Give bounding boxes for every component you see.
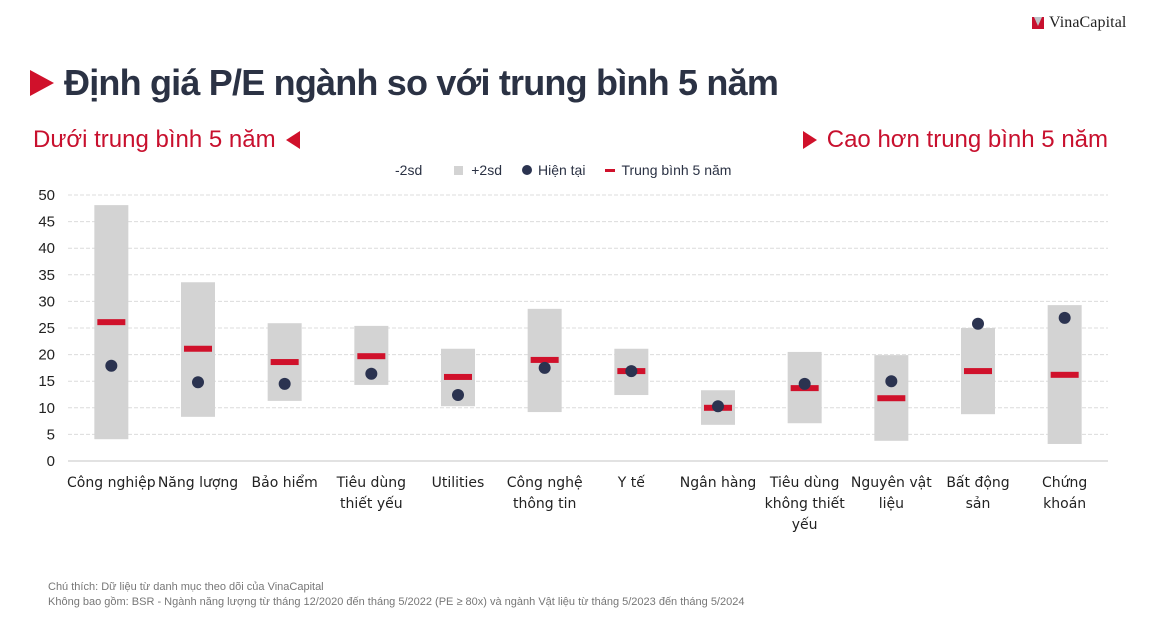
y-tick-label: 50 [38, 187, 55, 204]
x-category-label: khoán [1043, 496, 1086, 512]
y-tick-label: 5 [47, 426, 55, 443]
x-category-label: thiết yếu [340, 495, 403, 512]
triangle-right-icon [802, 131, 817, 149]
y-tick-label: 15 [38, 373, 55, 390]
legend-item-current: Hiện tại [521, 162, 586, 178]
average-marker [964, 368, 992, 375]
current-dot [972, 317, 984, 330]
x-category-label: Công nghiệp [67, 475, 156, 491]
current-dot [712, 400, 724, 413]
current-dot [365, 367, 378, 380]
x-category-label: Tiêu dùng [769, 475, 839, 491]
footnote-exclusions: Không bao gồm: BSR - Ngành năng lượng từ… [48, 596, 745, 608]
x-category-label: sản [966, 496, 991, 512]
current-dot [885, 375, 898, 388]
legend-label: -2sd [395, 162, 423, 178]
current-dot [538, 361, 551, 374]
pe-range-chart: 0 5 10 15 20 25 30 35 40 45 50 Công nghiệp Năng lượn… [38, 187, 1108, 533]
average-marker [357, 353, 386, 360]
legend-label: +2sd [471, 162, 502, 178]
x-category-label: không thiết [765, 495, 846, 512]
above-average-label-group: Cao hơn trung bình 5 năm [802, 126, 1108, 154]
dot-swatch-icon [521, 165, 532, 175]
page-title: Định giá P/E ngành so với trung bình 5 n… [64, 62, 779, 103]
y-tick-label: 20 [38, 347, 55, 364]
legend-item-minus-2sd: -2sd [395, 162, 422, 178]
legend-item-plus-2sd: +2sd [454, 162, 502, 178]
y-tick-label: 0 [47, 453, 55, 470]
below-average-label: Dưới trung bình 5 năm [33, 126, 276, 153]
x-category-label: liệu [879, 496, 904, 512]
chart-legend: -2sd +2sd Hiện tại Trung bình 5 năm [395, 162, 751, 178]
x-category-label: Utilities [432, 475, 485, 491]
current-dot [452, 389, 464, 402]
footnote-source: Chú thích: Dữ liệu từ danh mục theo dõi … [48, 581, 324, 593]
x-category-label: Năng lượng [158, 475, 238, 491]
average-marker [444, 373, 472, 380]
y-tick-label: 25 [38, 320, 55, 337]
triangle-right-icon [30, 70, 54, 96]
x-category-label: Chứng [1042, 475, 1087, 491]
y-tick-label: 40 [38, 240, 55, 257]
x-category-label: Ngân hàng [680, 475, 756, 491]
red-line-swatch-icon [605, 168, 616, 172]
current-dot [105, 359, 118, 372]
y-tick-label: 35 [38, 267, 55, 284]
x-category-label: Nguyên vật [851, 475, 932, 491]
y-tick-label: 30 [38, 293, 55, 310]
legend-item-5y-average: Trung bình 5 năm [605, 162, 731, 178]
above-average-label: Cao hơn trung bình 5 năm [826, 126, 1108, 153]
legend-label: Trung bình 5 năm [621, 162, 732, 178]
average-marker [270, 359, 299, 366]
current-dot [625, 365, 638, 378]
gray-box-swatch-icon [454, 165, 464, 175]
y-tick-label: 45 [38, 214, 55, 231]
below-average-label-group: Dưới trung bình 5 năm [33, 126, 300, 154]
x-category-label: yếu [792, 516, 818, 533]
x-category-label: Y tế [617, 474, 645, 491]
vinacapital-logo: VinaCapital [1032, 14, 1126, 32]
x-category-label: Công nghệ [507, 475, 583, 491]
y-tick-label: 10 [38, 400, 55, 417]
x-category-label: Tiêu dùng [336, 475, 406, 491]
x-category-label: thông tin [513, 496, 576, 512]
brand-name: VinaCapital [1049, 14, 1127, 31]
current-dot [798, 377, 811, 390]
average-marker [97, 319, 126, 326]
average-marker [530, 356, 559, 363]
x-category-label: Bảo hiểm [252, 474, 318, 491]
current-dot [278, 377, 291, 390]
average-marker [1050, 371, 1079, 378]
average-marker [184, 345, 212, 352]
current-dot [192, 376, 204, 389]
title-row: Định giá P/E ngành so với trung bình 5 n… [30, 62, 779, 104]
average-marker [877, 395, 906, 402]
current-dot [1058, 311, 1071, 324]
x-category-label: Bất động [946, 475, 1009, 491]
legend-label: Hiện tại [537, 162, 586, 178]
vinacapital-logo-icon [1032, 17, 1044, 29]
triangle-left-icon [285, 131, 300, 149]
